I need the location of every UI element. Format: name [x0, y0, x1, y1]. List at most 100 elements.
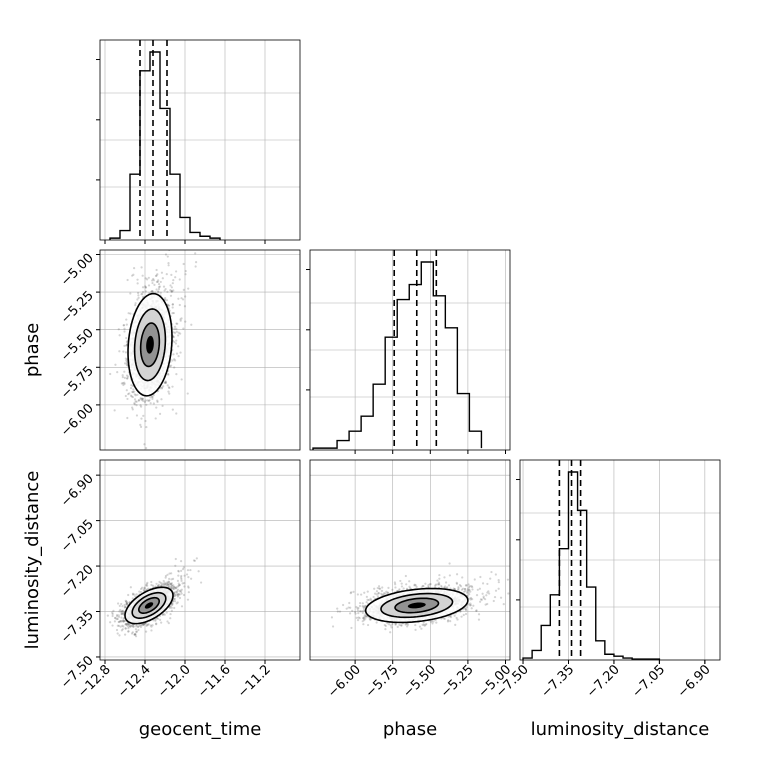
panel-geocent_time-phase	[99, 249, 301, 451]
scatter-point	[175, 270, 178, 273]
scatter-point	[165, 299, 168, 302]
scatter-point	[180, 569, 183, 572]
scatter-point	[132, 625, 135, 628]
scatter-point	[125, 602, 128, 605]
scatter-point	[145, 447, 148, 450]
scatter-point	[162, 583, 165, 586]
scatter-point	[127, 375, 130, 378]
scatter-point	[146, 623, 149, 626]
scatter-point	[125, 363, 128, 366]
scatter-point	[174, 564, 177, 567]
scatter-point	[389, 631, 392, 634]
scatter-point	[170, 584, 173, 587]
scatter-point	[169, 605, 172, 608]
panel-geocent_time-hist	[99, 39, 301, 241]
scatter-point	[139, 624, 142, 627]
scatter-point	[175, 373, 178, 376]
scatter-point	[154, 245, 156, 247]
scatter-point	[116, 624, 119, 627]
contour-level	[146, 335, 154, 354]
scatter-point	[167, 622, 170, 625]
scatter-point	[133, 633, 136, 636]
scatter-point	[167, 585, 171, 588]
scatter-point	[183, 585, 186, 588]
scatter-point	[156, 585, 160, 588]
scatter-point	[174, 225, 176, 227]
scatter-point	[468, 585, 472, 588]
scatter-point	[125, 362, 129, 365]
scatter-point	[365, 601, 368, 604]
scatter-point	[164, 583, 167, 586]
scatter-point	[141, 292, 144, 295]
scatter-point	[159, 291, 162, 294]
scatter-point	[106, 614, 109, 617]
scatter-point	[134, 628, 138, 631]
scatter-point	[357, 612, 360, 615]
scatter-point	[125, 323, 128, 326]
scatter-point	[151, 396, 154, 399]
scatter-point	[156, 400, 159, 403]
scatter-point	[122, 625, 125, 628]
scatter-point	[366, 623, 370, 627]
scatter-point	[118, 334, 121, 337]
scatter-point	[155, 623, 158, 626]
scatter-point	[459, 585, 463, 588]
scatter-point	[164, 574, 167, 578]
scatter-point	[121, 624, 124, 627]
scatter-point	[176, 590, 179, 593]
scatter-point	[170, 586, 174, 589]
scatter-point	[373, 587, 376, 590]
scatter-point	[175, 339, 178, 342]
scatter-point	[150, 290, 154, 293]
scatter-point	[176, 594, 179, 597]
scatter-point	[177, 345, 180, 348]
scatter-point	[452, 587, 455, 590]
scatter-point	[127, 630, 130, 633]
scatter-point	[111, 612, 114, 616]
scatter-point	[115, 613, 119, 617]
scatter-point	[453, 587, 456, 591]
scatter-point	[120, 616, 123, 619]
scatter-point	[177, 331, 180, 334]
scatter-point	[147, 587, 150, 590]
scatter-point	[123, 603, 126, 607]
scatter-point	[180, 297, 183, 300]
scatter-point	[164, 287, 167, 291]
scatter-point	[180, 579, 183, 582]
scatter-point	[123, 362, 127, 365]
scatter-point	[113, 620, 116, 623]
scatter-point	[354, 612, 357, 615]
scatter-point	[177, 297, 180, 300]
scatter-point	[158, 412, 162, 415]
scatter-point	[191, 217, 193, 219]
scatter-point	[179, 318, 182, 321]
scatter-point	[176, 585, 179, 588]
scatter-point	[122, 620, 125, 623]
scatter-point	[164, 381, 168, 385]
scatter-point	[123, 376, 126, 379]
scatter-point	[139, 397, 142, 400]
scatter-point	[163, 381, 167, 384]
scatter-point	[174, 342, 178, 345]
scatter-point	[130, 624, 133, 628]
scatter-point	[479, 575, 482, 579]
scatter-point	[192, 559, 196, 562]
scatter-point	[148, 399, 151, 402]
scatter-point	[172, 353, 175, 356]
scatter-point	[170, 609, 173, 612]
scatter-point	[117, 615, 121, 619]
scatter-point	[118, 610, 121, 613]
scatter-point	[136, 298, 139, 301]
scatter-point	[158, 285, 162, 288]
scatter-point	[127, 392, 130, 396]
scatter-point	[157, 282, 161, 286]
grid	[100, 40, 300, 240]
scatter-point	[123, 327, 126, 330]
scatter-point	[124, 351, 128, 354]
scatter-point	[117, 624, 121, 627]
scatter-point	[133, 267, 136, 270]
scatter-point	[155, 406, 158, 409]
scatter-point	[141, 274, 144, 277]
scatter-point	[167, 386, 171, 389]
scatter-point	[123, 330, 126, 333]
